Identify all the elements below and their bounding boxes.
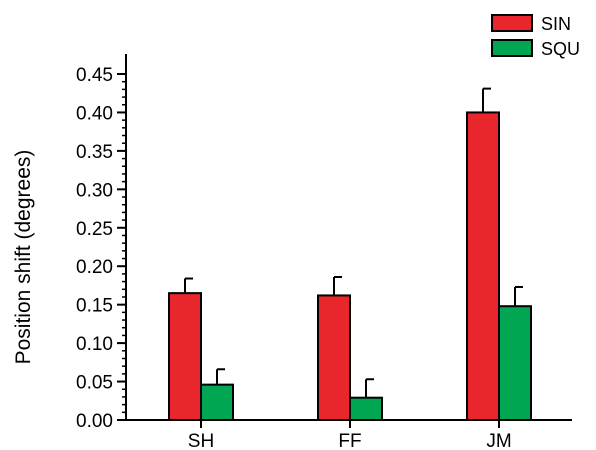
legend-swatch-sin	[491, 14, 533, 32]
y-tick-label: 0.00	[76, 411, 113, 432]
x-tick-label: SH	[188, 431, 214, 450]
y-axis-title: Position shift (degrees)	[12, 150, 35, 365]
x-tick-label: FF	[338, 431, 361, 450]
legend-label-sin: SIN	[541, 14, 571, 34]
y-tick-label: 0.40	[76, 103, 113, 124]
y-tick-label: 0.05	[76, 373, 113, 394]
bar-sin-ff	[317, 294, 351, 421]
y-tick-label: 0.35	[76, 142, 113, 163]
bar-squ-sh	[200, 383, 234, 421]
bars	[168, 87, 532, 421]
bar-squ-jm	[498, 305, 532, 421]
bar-sin-jm	[466, 111, 500, 421]
y-axis: 0.00 0.05 0.10 0.15 0.20 0.25 0.30 0.35 0.40 0.45	[76, 54, 127, 432]
x-axis: SH FF JM	[126, 419, 572, 450]
y-tick-label: 0.15	[76, 296, 113, 317]
y-tick-label: 0.25	[76, 219, 113, 240]
y-tick-label: 0.45	[76, 65, 113, 86]
legend: SIN SQU	[491, 14, 580, 59]
legend-swatch-squ	[491, 39, 533, 57]
y-tick-label: 0.10	[76, 334, 113, 355]
y-tick-label: 0.30	[76, 180, 113, 201]
x-tick-label: JM	[486, 431, 511, 450]
legend-label-squ: SQU	[541, 39, 580, 59]
bar-squ-ff	[349, 396, 383, 421]
y-tick-label: 0.20	[76, 257, 113, 278]
bar-sin-sh	[168, 292, 202, 421]
